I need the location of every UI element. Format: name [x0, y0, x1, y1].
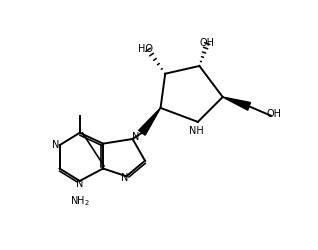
- Text: N: N: [121, 174, 128, 184]
- Polygon shape: [139, 108, 161, 135]
- Text: NH$_2$: NH$_2$: [70, 194, 90, 208]
- Text: N: N: [76, 179, 83, 189]
- Text: HO: HO: [137, 44, 153, 54]
- Text: OH: OH: [266, 109, 281, 119]
- Text: N: N: [132, 132, 139, 142]
- Text: NH: NH: [189, 126, 204, 136]
- Polygon shape: [223, 97, 251, 110]
- Text: OH: OH: [200, 38, 215, 48]
- Text: N: N: [52, 140, 59, 150]
